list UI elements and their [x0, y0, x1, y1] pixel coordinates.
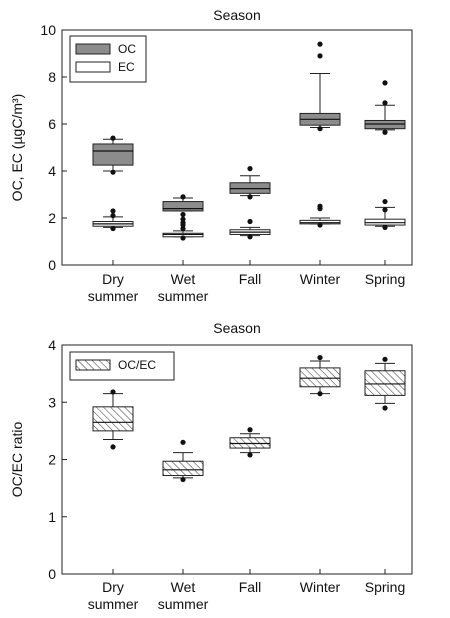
x-tick-label: Dry	[102, 271, 124, 287]
box-oc	[162, 201, 204, 212]
outlier-point	[180, 439, 186, 445]
outlier-point	[317, 222, 323, 228]
legend-swatch	[75, 61, 111, 73]
outlier-point	[382, 405, 388, 411]
outlier-point	[110, 135, 116, 141]
outlier-point	[382, 224, 388, 230]
y-tick-label: 4	[48, 163, 56, 179]
x-tick-label: Dry	[102, 579, 124, 595]
x-tick-label: Winter	[300, 271, 341, 287]
legend-swatch	[75, 359, 111, 371]
legend-swatch	[75, 43, 111, 55]
x-tick-label: summer	[158, 596, 209, 612]
outlier-point	[247, 218, 253, 225]
outlier-point	[382, 100, 388, 106]
y-axis-label: OC/EC ratio	[9, 422, 25, 498]
outlier-point	[247, 194, 253, 200]
outlier-point	[110, 225, 116, 232]
legend-label: OC	[118, 42, 136, 56]
outlier-point	[180, 194, 186, 200]
box-oc-ec	[162, 460, 204, 477]
outlier-point	[382, 80, 388, 86]
y-tick-label: 0	[48, 566, 56, 582]
outlier-point	[247, 452, 253, 458]
x-tick-label: summer	[88, 596, 139, 612]
outlier-point	[317, 391, 323, 397]
outlier-point	[110, 208, 116, 214]
x-tick-label: Winter	[300, 579, 341, 595]
plot-frame	[61, 29, 413, 266]
x-tick-label: Fall	[239, 271, 262, 287]
x-tick-label: summer	[88, 288, 139, 304]
x-tick-label: Spring	[365, 271, 405, 287]
outlier-point	[247, 166, 253, 172]
outlier-point	[247, 427, 253, 433]
y-tick-label: 4	[48, 337, 56, 353]
x-tick-label: Wet	[171, 271, 196, 287]
outlier-point	[110, 444, 116, 450]
outlier-point	[317, 126, 323, 132]
y-tick-label: 6	[48, 116, 56, 132]
legend-label: OC/EC	[118, 358, 156, 372]
box-oc-ec	[92, 406, 134, 432]
outlier-point	[110, 213, 116, 219]
y-tick-label: 10	[40, 22, 56, 38]
outlier-point	[180, 235, 186, 241]
y-tick-label: 8	[48, 69, 56, 85]
outlier-point	[317, 206, 323, 212]
outlier-point	[382, 198, 388, 205]
y-tick-label: 1	[48, 509, 56, 525]
y-axis-label: OC, EC (µgC/m³)	[9, 94, 25, 202]
y-tick-label: 2	[48, 452, 56, 468]
box-oc-ec	[364, 370, 406, 396]
outlier-point	[110, 169, 116, 175]
outlier-point	[317, 53, 323, 59]
outlier-point	[247, 234, 253, 240]
x-tick-label: summer	[158, 288, 209, 304]
outlier-point	[382, 207, 388, 213]
y-tick-label: 0	[48, 257, 56, 273]
outlier-point	[110, 389, 116, 395]
box-oc	[92, 143, 134, 166]
box-oc-ec	[299, 367, 341, 388]
x-tick-label: Fall	[239, 579, 262, 595]
x-tick-label: Wet	[171, 579, 196, 595]
outlier-point	[180, 476, 186, 483]
y-tick-label: 3	[48, 394, 56, 410]
chart-title: Season	[213, 320, 260, 336]
outlier-point	[382, 129, 388, 135]
outlier-point	[317, 41, 323, 47]
outlier-point	[180, 225, 186, 232]
chart-title: Season	[213, 7, 260, 23]
y-tick-label: 2	[48, 210, 56, 226]
x-tick-label: Spring	[365, 579, 405, 595]
outlier-point	[317, 354, 323, 361]
outlier-point	[382, 356, 388, 362]
outlier-point	[180, 211, 186, 218]
legend-label: EC	[118, 60, 135, 74]
